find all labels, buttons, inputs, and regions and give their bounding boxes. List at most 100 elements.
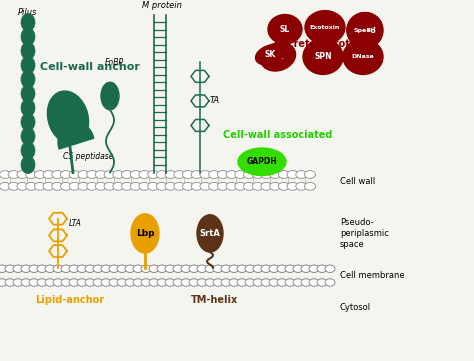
Ellipse shape	[304, 182, 316, 190]
Ellipse shape	[17, 171, 28, 178]
Ellipse shape	[109, 265, 119, 273]
Ellipse shape	[37, 279, 47, 286]
Ellipse shape	[165, 265, 175, 273]
Ellipse shape	[45, 265, 55, 273]
Ellipse shape	[200, 171, 211, 178]
Ellipse shape	[156, 182, 167, 190]
Ellipse shape	[78, 171, 89, 178]
Ellipse shape	[165, 279, 175, 286]
Ellipse shape	[296, 182, 307, 190]
Ellipse shape	[221, 265, 231, 273]
Ellipse shape	[77, 265, 87, 273]
Ellipse shape	[235, 171, 246, 178]
Ellipse shape	[229, 279, 239, 286]
Ellipse shape	[21, 265, 31, 273]
Ellipse shape	[325, 265, 335, 273]
Ellipse shape	[277, 279, 287, 286]
Ellipse shape	[125, 265, 135, 273]
Text: Pilus: Pilus	[18, 9, 37, 17]
Ellipse shape	[270, 171, 281, 178]
Ellipse shape	[260, 43, 296, 71]
Ellipse shape	[21, 28, 35, 45]
Ellipse shape	[0, 171, 10, 178]
Ellipse shape	[101, 265, 111, 273]
Ellipse shape	[69, 171, 80, 178]
Ellipse shape	[237, 279, 247, 286]
Ellipse shape	[343, 39, 383, 74]
Ellipse shape	[255, 45, 284, 65]
Text: Secreted proteins: Secreted proteins	[273, 39, 373, 49]
Ellipse shape	[285, 265, 295, 273]
Ellipse shape	[34, 171, 46, 178]
Ellipse shape	[53, 279, 63, 286]
Ellipse shape	[301, 265, 311, 273]
Ellipse shape	[213, 279, 223, 286]
Ellipse shape	[174, 171, 185, 178]
Ellipse shape	[287, 171, 298, 178]
Ellipse shape	[226, 171, 237, 178]
Ellipse shape	[147, 171, 159, 178]
Text: C5 peptidase: C5 peptidase	[63, 152, 113, 161]
Ellipse shape	[317, 265, 327, 273]
Ellipse shape	[261, 279, 271, 286]
Text: LTA: LTA	[69, 219, 82, 228]
Ellipse shape	[29, 279, 39, 286]
Polygon shape	[58, 122, 94, 149]
Ellipse shape	[113, 171, 124, 178]
Ellipse shape	[141, 279, 151, 286]
Text: SrtA: SrtA	[200, 229, 220, 238]
Ellipse shape	[304, 171, 316, 178]
Ellipse shape	[141, 265, 151, 273]
Ellipse shape	[78, 182, 89, 190]
Ellipse shape	[269, 279, 279, 286]
Ellipse shape	[21, 142, 35, 159]
Ellipse shape	[95, 171, 106, 178]
Ellipse shape	[8, 182, 19, 190]
Text: SpeB: SpeB	[354, 28, 372, 33]
Ellipse shape	[130, 182, 141, 190]
Ellipse shape	[261, 171, 272, 178]
Ellipse shape	[205, 265, 215, 273]
Ellipse shape	[0, 182, 10, 190]
Ellipse shape	[244, 182, 255, 190]
Ellipse shape	[13, 265, 23, 273]
Ellipse shape	[101, 82, 119, 110]
Ellipse shape	[277, 265, 287, 273]
Ellipse shape	[21, 127, 35, 145]
Ellipse shape	[197, 279, 207, 286]
Ellipse shape	[197, 265, 207, 273]
Text: DNase: DNase	[352, 54, 374, 59]
Text: TM-helix: TM-helix	[191, 295, 238, 305]
Ellipse shape	[61, 265, 71, 273]
Text: SK: SK	[273, 52, 283, 61]
Ellipse shape	[69, 265, 79, 273]
Ellipse shape	[139, 182, 150, 190]
Ellipse shape	[191, 182, 202, 190]
Ellipse shape	[309, 279, 319, 286]
Ellipse shape	[34, 182, 46, 190]
Ellipse shape	[182, 171, 193, 178]
Ellipse shape	[77, 279, 87, 286]
Ellipse shape	[252, 171, 263, 178]
Text: Cell wall: Cell wall	[340, 177, 375, 186]
Ellipse shape	[253, 265, 263, 273]
Ellipse shape	[218, 171, 228, 178]
Ellipse shape	[131, 214, 159, 253]
Ellipse shape	[303, 39, 343, 74]
Text: TA: TA	[210, 96, 220, 105]
Ellipse shape	[156, 171, 167, 178]
Ellipse shape	[133, 265, 143, 273]
Ellipse shape	[293, 279, 303, 286]
Wedge shape	[347, 13, 381, 48]
Ellipse shape	[26, 182, 36, 190]
Ellipse shape	[235, 182, 246, 190]
Ellipse shape	[269, 265, 279, 273]
Ellipse shape	[85, 265, 95, 273]
Ellipse shape	[61, 279, 71, 286]
Ellipse shape	[117, 279, 127, 286]
Ellipse shape	[173, 265, 183, 273]
Ellipse shape	[87, 171, 98, 178]
Ellipse shape	[101, 279, 111, 286]
Ellipse shape	[104, 182, 115, 190]
Ellipse shape	[147, 182, 159, 190]
